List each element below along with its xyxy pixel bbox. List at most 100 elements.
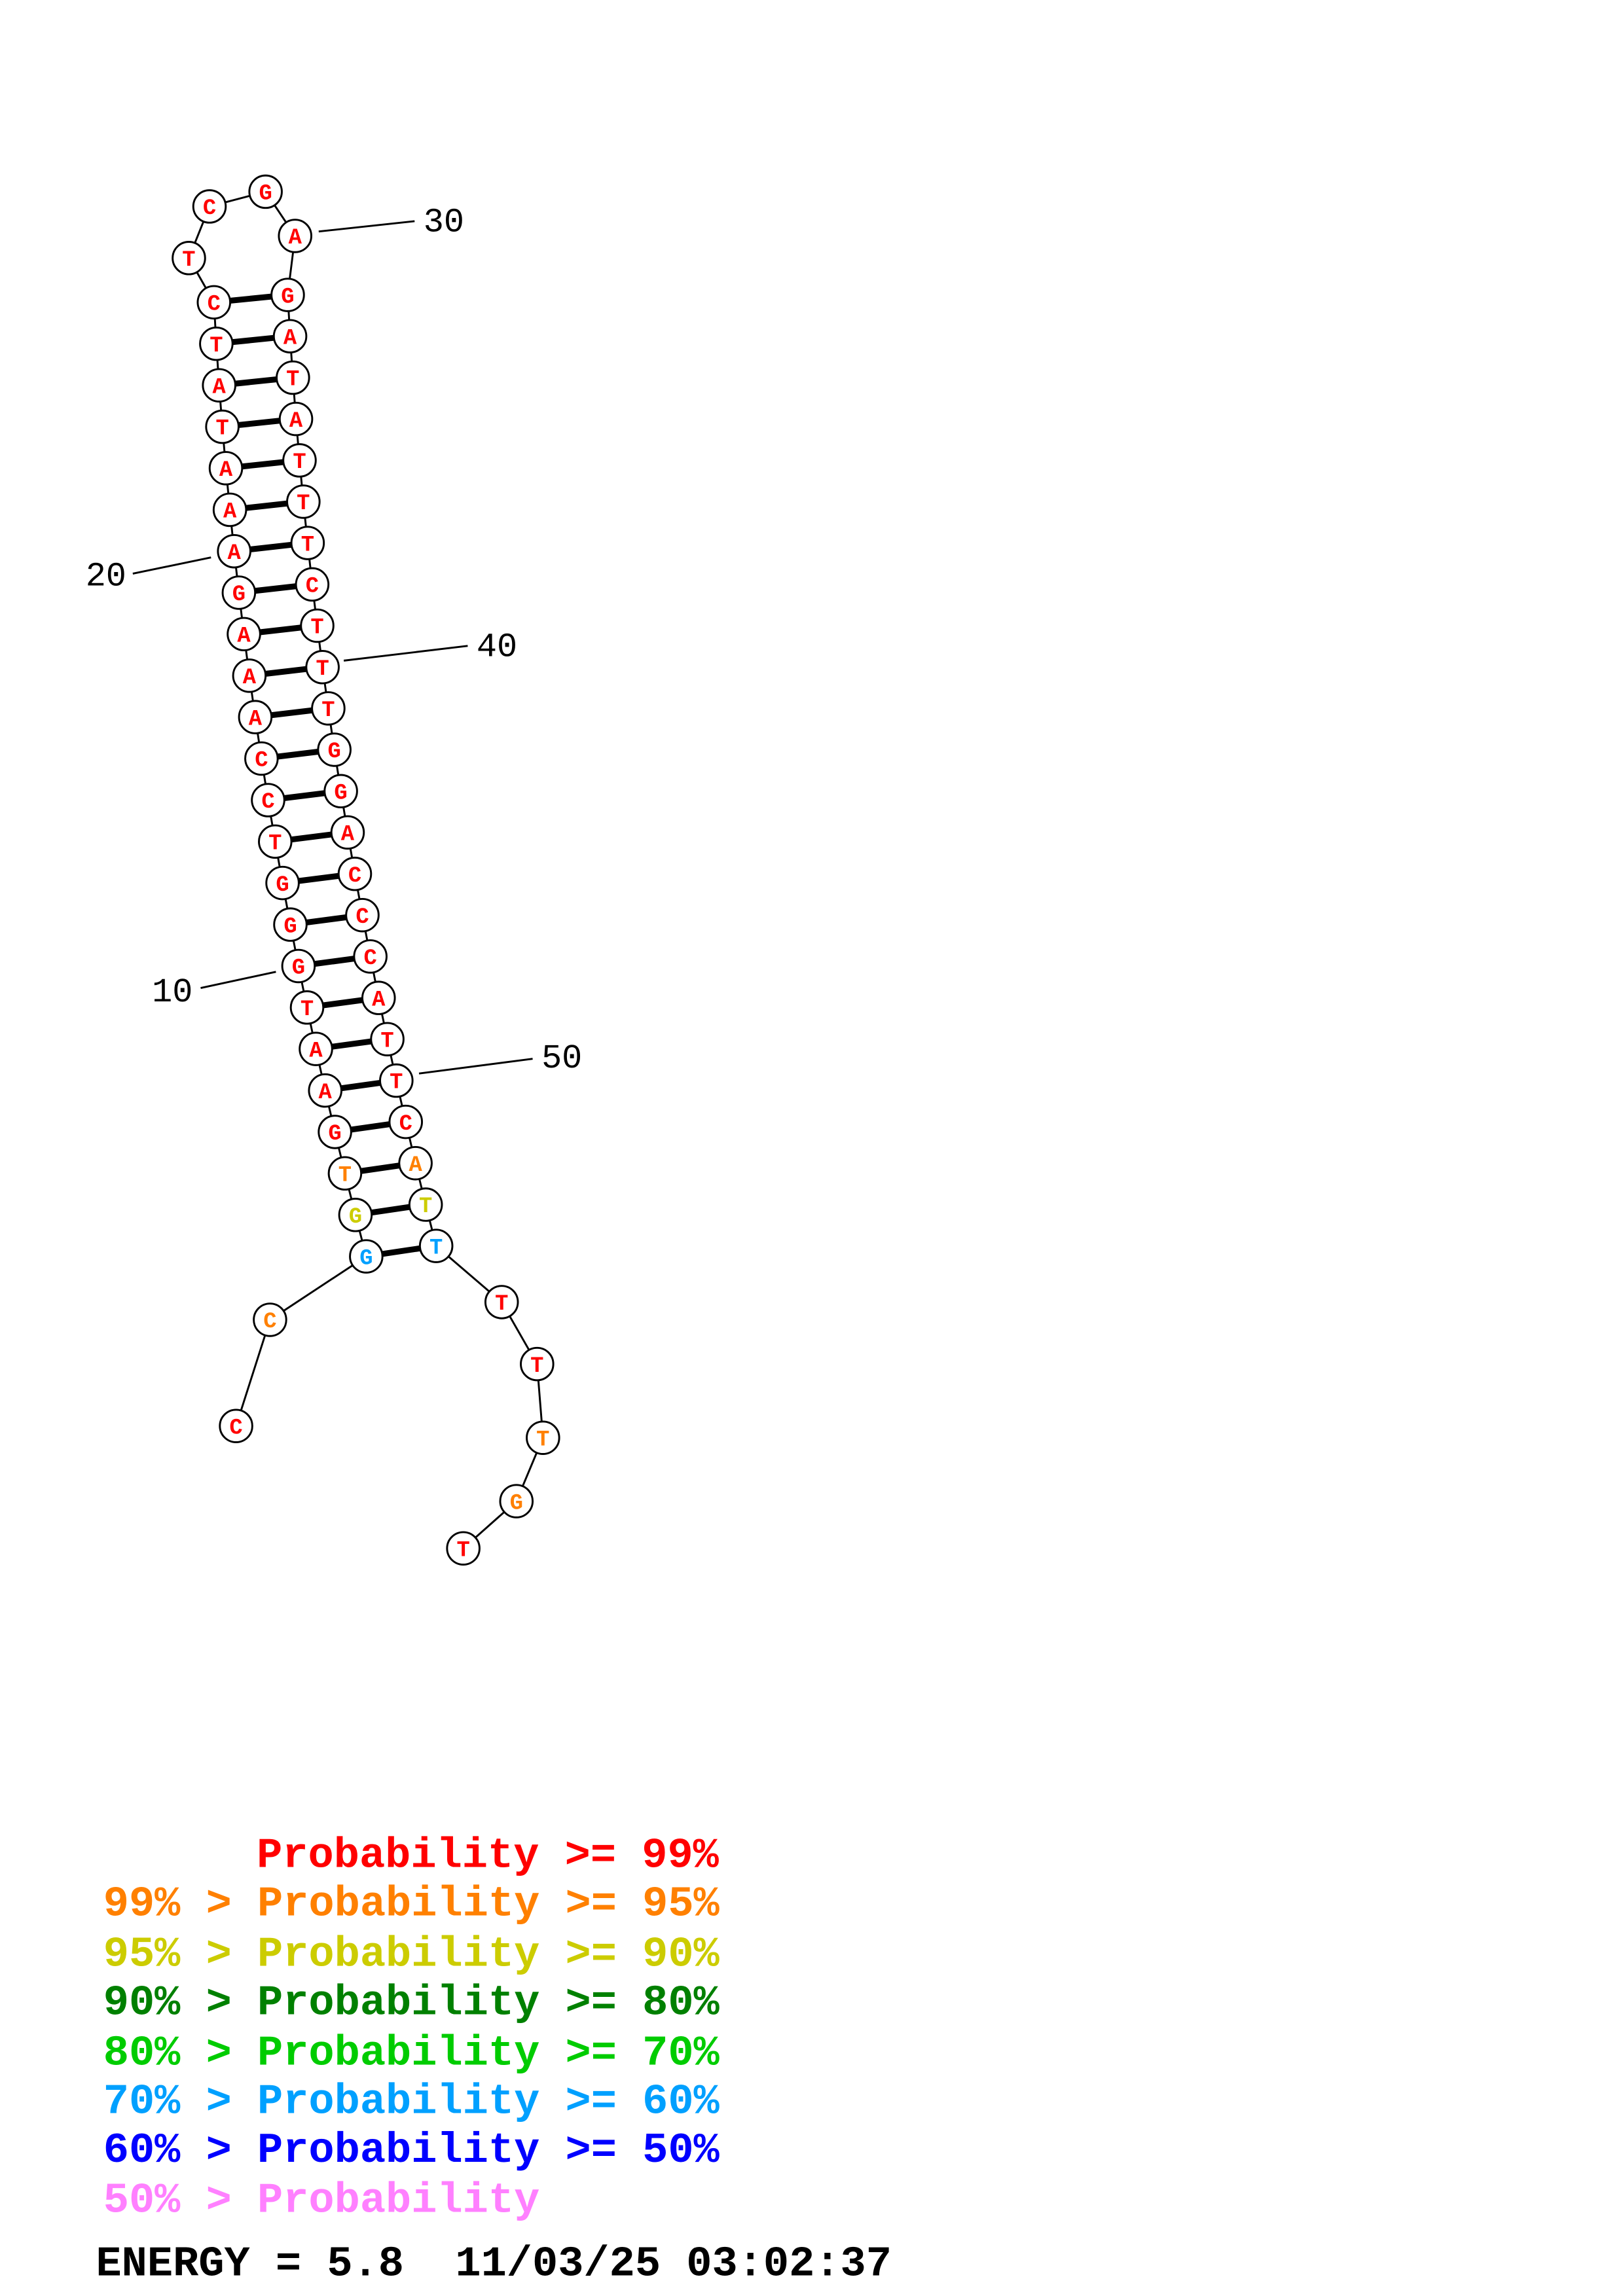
position-label: 20 bbox=[86, 557, 126, 596]
nucleotide-base: C bbox=[263, 1310, 276, 1335]
nucleotide-circle bbox=[289, 990, 325, 1025]
nucleotide-base: T bbox=[310, 616, 323, 641]
nucleotide-circle bbox=[323, 774, 358, 809]
nucleotide-circle bbox=[418, 1229, 454, 1263]
nucleotide-circle bbox=[248, 174, 283, 209]
nucleotide-base: T bbox=[321, 698, 335, 723]
nucleotide-base: T bbox=[419, 1194, 432, 1219]
nucleotide-base: T bbox=[215, 417, 228, 442]
nucleotide-base: C bbox=[348, 864, 361, 889]
nucleotide-circle bbox=[499, 1484, 534, 1518]
legend-line-ge60: 70% > Probability >= 60% bbox=[103, 2078, 720, 2126]
nucleotide-base: T bbox=[429, 1236, 443, 1261]
nucleotide-circle bbox=[205, 409, 240, 444]
nucleotide-circle bbox=[221, 575, 257, 610]
nucleotide-base: A bbox=[283, 326, 297, 351]
nucleotide-circle bbox=[208, 451, 244, 486]
nucleotide-base: A bbox=[243, 666, 257, 691]
nucleotide-circle bbox=[388, 1104, 424, 1139]
nucleotide-base: C bbox=[261, 790, 274, 815]
nucleotide-base: T bbox=[301, 997, 314, 1022]
nucleotide-base: A bbox=[223, 500, 237, 525]
nucleotide-base: G bbox=[292, 956, 305, 981]
position-label: 10 bbox=[152, 973, 192, 1012]
nucleotide-circle bbox=[172, 241, 206, 276]
nucleotide-circle bbox=[299, 1031, 333, 1066]
nucleotide-circle bbox=[318, 1115, 352, 1149]
nucleotide-circle bbox=[219, 1408, 253, 1443]
nucleotide-base: C bbox=[255, 749, 268, 774]
nucleotide-circle bbox=[295, 567, 330, 602]
legend-line-lt50: 50% > Probability bbox=[103, 2177, 540, 2225]
nucleotide-circle bbox=[330, 815, 365, 850]
nucleotide-base: A bbox=[289, 226, 302, 251]
nucleotide-circle bbox=[398, 1145, 433, 1181]
legend-line-ge95: 99% > Probability >= 95% bbox=[103, 1880, 720, 1929]
nucleotide-base: C bbox=[364, 946, 377, 971]
position-label: 30 bbox=[424, 204, 464, 242]
nucleotide-base: T bbox=[293, 450, 306, 475]
nucleotide-base: C bbox=[399, 1112, 412, 1137]
nucleotide-base: T bbox=[286, 368, 299, 393]
position-label-leader bbox=[318, 220, 415, 233]
nucleotide-circle bbox=[520, 1346, 555, 1382]
nucleotide-circle bbox=[278, 401, 314, 437]
nucleotide-base: C bbox=[203, 196, 216, 221]
nucleotide-base: A bbox=[228, 541, 242, 566]
energy-datetime-line: ENERGY = 5.8 11/03/25 03:02:37 bbox=[96, 2240, 891, 2288]
nucleotide-circle bbox=[300, 608, 335, 643]
nucleotide-circle bbox=[270, 278, 305, 312]
nucleotide-base: T bbox=[316, 657, 329, 682]
nucleotide-base: G bbox=[259, 182, 272, 207]
nucleotide-circle bbox=[290, 526, 325, 560]
nucleotide-base: C bbox=[208, 293, 221, 317]
position-label: 50 bbox=[541, 1039, 582, 1078]
legend-line-ge70: 80% > Probability >= 70% bbox=[103, 2029, 720, 2077]
nucleotide-circle bbox=[337, 856, 373, 891]
nucleotide-base: C bbox=[306, 575, 319, 600]
nucleotide-circle bbox=[345, 897, 380, 933]
nucleotide-base: T bbox=[268, 832, 282, 857]
nucleotide-base: A bbox=[249, 707, 263, 732]
nucleotide-base: G bbox=[328, 740, 341, 764]
nucleotide-circle bbox=[327, 1156, 363, 1191]
legend-line-ge90: 95% > Probability >= 90% bbox=[103, 1930, 720, 1979]
nucleotide-circle bbox=[265, 865, 300, 901]
nucleotide-base: G bbox=[276, 873, 289, 898]
legend-line-ge80: 90% > Probability >= 80% bbox=[103, 1979, 720, 2028]
nucleotide-base: T bbox=[536, 1427, 549, 1452]
nucleotide-circle bbox=[446, 1531, 481, 1566]
nucleotide-base: T bbox=[338, 1163, 352, 1188]
nucleotide-circle bbox=[217, 533, 251, 569]
nucleotide-circle bbox=[199, 326, 234, 361]
nucleotide-base: G bbox=[281, 285, 294, 310]
nucleotide-base: T bbox=[530, 1354, 543, 1379]
nucleotide-base: A bbox=[219, 458, 233, 483]
nucleotide-base: A bbox=[237, 624, 251, 649]
nucleotide-circle bbox=[212, 492, 247, 528]
backbone-link bbox=[235, 1319, 271, 1427]
nucleotide-circle bbox=[305, 650, 340, 685]
nucleotide-base: A bbox=[213, 375, 227, 400]
structure-figure: CCGGTGAATGGGTCCAAAGAAATATCTCGAGATATTTCTT… bbox=[86, 174, 582, 1566]
nucleotide-base: A bbox=[309, 1039, 323, 1064]
nucleotide-base: T bbox=[182, 248, 195, 273]
nucleotide-base: C bbox=[356, 905, 369, 930]
nucleotide-circle bbox=[317, 732, 352, 767]
nucleotide-base: C bbox=[229, 1416, 242, 1441]
nucleotide-circle bbox=[244, 741, 279, 776]
nucleotide-base: G bbox=[349, 1205, 362, 1230]
position-label-leader bbox=[132, 556, 211, 575]
nucleotide-base: G bbox=[510, 1491, 523, 1516]
nucleotide-circle bbox=[408, 1187, 443, 1222]
position-label: 40 bbox=[477, 628, 517, 667]
nucleotide-circle bbox=[196, 285, 232, 320]
backbone-link bbox=[269, 1255, 367, 1321]
nucleotide-circle bbox=[361, 980, 396, 1015]
nucleotide-base: G bbox=[359, 1246, 373, 1271]
nucleotide-circle bbox=[253, 1302, 287, 1337]
nucleotide-base: T bbox=[456, 1538, 469, 1563]
position-label-leader bbox=[343, 645, 468, 662]
